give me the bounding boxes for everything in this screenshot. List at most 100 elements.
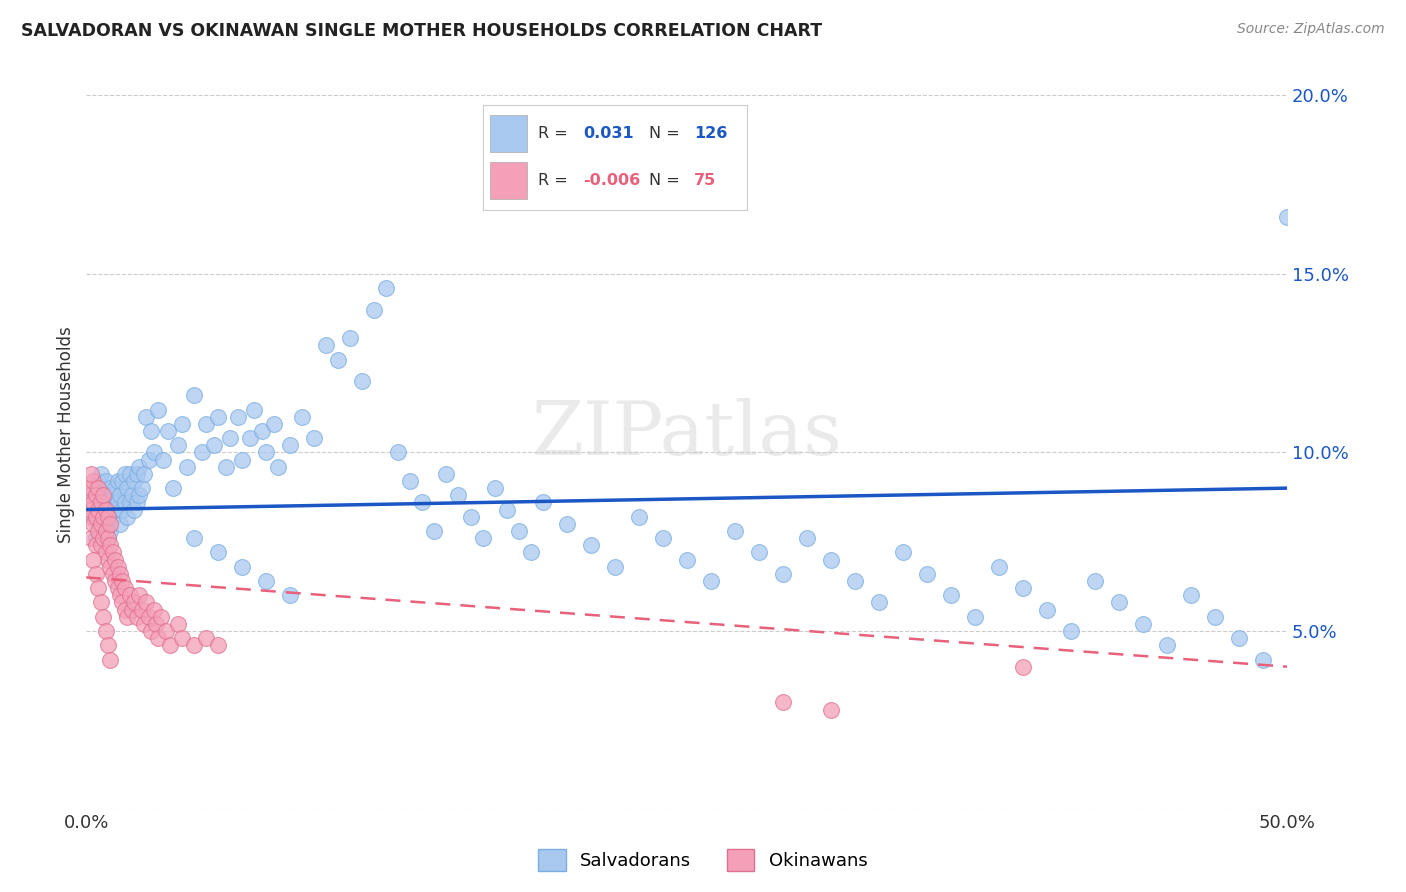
Point xyxy=(627,509,650,524)
Point xyxy=(98,559,121,574)
Point xyxy=(579,538,602,552)
Point xyxy=(90,467,112,481)
Point xyxy=(603,559,626,574)
Point xyxy=(263,417,285,431)
Point xyxy=(132,616,155,631)
Point xyxy=(90,595,112,609)
Point xyxy=(114,602,136,616)
Point xyxy=(121,488,143,502)
Point xyxy=(1275,210,1298,224)
Point xyxy=(125,467,148,481)
Point xyxy=(104,552,127,566)
Point xyxy=(214,459,236,474)
Point xyxy=(1180,588,1202,602)
Point xyxy=(675,552,697,566)
Point xyxy=(118,467,141,481)
Point xyxy=(115,509,138,524)
Point xyxy=(1227,631,1250,645)
Point xyxy=(101,488,124,502)
Point xyxy=(90,495,112,509)
Point xyxy=(1251,652,1274,666)
Point xyxy=(207,409,229,424)
Point xyxy=(111,502,134,516)
Text: SALVADORAN VS OKINAWAN SINGLE MOTHER HOUSEHOLDS CORRELATION CHART: SALVADORAN VS OKINAWAN SINGLE MOTHER HOU… xyxy=(21,22,823,40)
Point xyxy=(1132,616,1154,631)
Point xyxy=(280,588,302,602)
Point xyxy=(98,652,121,666)
Point xyxy=(772,695,794,709)
Point xyxy=(82,516,104,531)
Point xyxy=(176,459,198,474)
Point xyxy=(166,438,188,452)
Point xyxy=(135,595,157,609)
Point xyxy=(91,488,114,502)
Point xyxy=(699,574,721,588)
Point xyxy=(531,495,554,509)
Point xyxy=(145,616,167,631)
Point xyxy=(508,524,530,538)
Point xyxy=(107,559,129,574)
Point xyxy=(124,595,146,609)
Point xyxy=(148,631,170,645)
Point xyxy=(1011,581,1033,595)
Point xyxy=(108,588,131,602)
Point xyxy=(84,531,107,545)
Point xyxy=(724,524,747,538)
Point xyxy=(97,531,120,545)
Point xyxy=(80,531,103,545)
Point xyxy=(1156,638,1178,652)
Point xyxy=(104,481,127,495)
Point xyxy=(104,574,127,588)
Point xyxy=(80,502,103,516)
Point xyxy=(183,388,205,402)
Point xyxy=(820,702,842,716)
Point xyxy=(90,495,112,509)
Point xyxy=(1084,574,1107,588)
Point xyxy=(131,602,153,616)
Point xyxy=(195,417,218,431)
Point xyxy=(87,474,110,488)
Y-axis label: Single Mother Households: Single Mother Households xyxy=(58,326,75,543)
Point xyxy=(91,516,114,531)
Point xyxy=(239,431,262,445)
Point xyxy=(135,409,157,424)
Text: ZIPatlas: ZIPatlas xyxy=(531,398,842,471)
Point xyxy=(190,445,212,459)
Point xyxy=(98,538,121,552)
Point xyxy=(111,595,134,609)
Point xyxy=(125,495,148,509)
Point xyxy=(114,467,136,481)
Point xyxy=(97,638,120,652)
Point xyxy=(118,495,141,509)
Point xyxy=(387,445,409,459)
Point xyxy=(155,624,177,638)
Point xyxy=(207,638,229,652)
Point xyxy=(1036,602,1059,616)
Point xyxy=(142,602,165,616)
Point xyxy=(280,438,302,452)
Point xyxy=(254,445,277,459)
Point xyxy=(101,545,124,559)
Point xyxy=(124,502,146,516)
Point xyxy=(91,531,114,545)
Point xyxy=(77,509,100,524)
Point xyxy=(183,638,205,652)
Point xyxy=(111,574,134,588)
Point xyxy=(202,438,225,452)
Point xyxy=(111,474,134,488)
Point xyxy=(80,488,103,502)
Point xyxy=(94,502,117,516)
Point xyxy=(267,459,290,474)
Point xyxy=(125,609,148,624)
Point xyxy=(1204,609,1226,624)
Point xyxy=(166,616,188,631)
Point xyxy=(328,352,350,367)
Point xyxy=(80,467,103,481)
Point xyxy=(107,495,129,509)
Point xyxy=(399,474,422,488)
Point xyxy=(291,409,314,424)
Point xyxy=(82,552,104,566)
Point xyxy=(250,424,273,438)
Point xyxy=(1011,659,1033,673)
Point xyxy=(987,559,1010,574)
